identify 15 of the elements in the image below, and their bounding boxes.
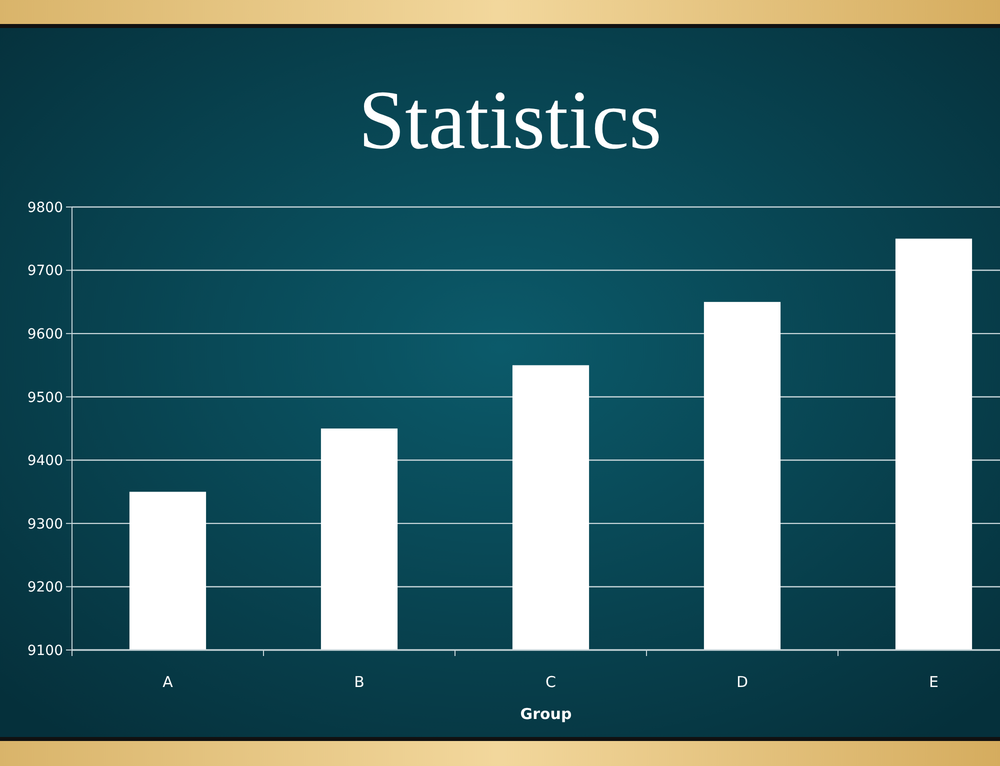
chart-title: Statistics <box>358 74 662 167</box>
x-axis-title: Group <box>520 705 572 723</box>
x-tick-label: B <box>354 673 364 691</box>
y-tick-label: 9400 <box>27 453 63 470</box>
y-tick-label: 9500 <box>27 390 63 406</box>
y-tick-label: 9300 <box>27 516 63 532</box>
y-tick-label: 9800 <box>27 200 63 216</box>
y-tick-label: 9600 <box>27 326 63 342</box>
y-tick-label: 9700 <box>27 263 63 280</box>
y-tick-label: 9200 <box>27 580 63 596</box>
x-tick-label: E <box>929 673 938 691</box>
x-tick-label: D <box>736 673 748 691</box>
x-tick-label: C <box>546 673 556 691</box>
y-tick-label: 9100 <box>27 642 63 659</box>
x-tick-label: A <box>162 673 174 691</box>
